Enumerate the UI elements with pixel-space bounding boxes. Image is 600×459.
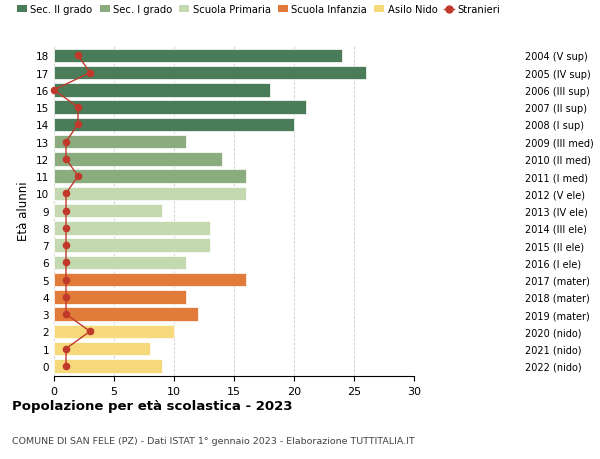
Point xyxy=(61,294,71,301)
Bar xyxy=(54,135,186,149)
Point xyxy=(61,363,71,370)
Bar xyxy=(54,222,210,235)
Point xyxy=(61,190,71,197)
Point xyxy=(73,104,83,112)
Bar xyxy=(54,342,150,356)
Point xyxy=(61,259,71,266)
Point xyxy=(73,52,83,60)
Bar xyxy=(54,239,210,252)
Bar xyxy=(54,101,306,115)
Bar xyxy=(54,170,246,184)
Text: Popolazione per età scolastica - 2023: Popolazione per età scolastica - 2023 xyxy=(12,399,293,412)
Point xyxy=(85,70,95,77)
Bar xyxy=(54,118,294,132)
Point xyxy=(61,225,71,232)
Bar xyxy=(54,359,162,373)
Y-axis label: Età alunni: Età alunni xyxy=(17,181,31,241)
Bar xyxy=(54,187,246,201)
Point xyxy=(61,207,71,215)
Bar xyxy=(54,256,186,269)
Point xyxy=(73,173,83,180)
Point xyxy=(85,328,95,335)
Point xyxy=(73,121,83,129)
Point xyxy=(61,139,71,146)
Bar xyxy=(54,308,198,321)
Point xyxy=(61,242,71,249)
Bar xyxy=(54,67,366,80)
Text: COMUNE DI SAN FELE (PZ) - Dati ISTAT 1° gennaio 2023 - Elaborazione TUTTITALIA.I: COMUNE DI SAN FELE (PZ) - Dati ISTAT 1° … xyxy=(12,436,415,445)
Bar xyxy=(54,325,174,338)
Point xyxy=(61,156,71,163)
Bar xyxy=(54,204,162,218)
Bar xyxy=(54,153,222,166)
Point xyxy=(49,87,59,95)
Bar xyxy=(54,84,270,97)
Bar xyxy=(54,291,186,304)
Point xyxy=(61,311,71,318)
Legend: Sec. II grado, Sec. I grado, Scuola Primaria, Scuola Infanzia, Asilo Nido, Stran: Sec. II grado, Sec. I grado, Scuola Prim… xyxy=(17,5,500,15)
Point xyxy=(61,345,71,353)
Point xyxy=(61,276,71,284)
Bar xyxy=(54,273,246,287)
Bar xyxy=(54,50,342,63)
